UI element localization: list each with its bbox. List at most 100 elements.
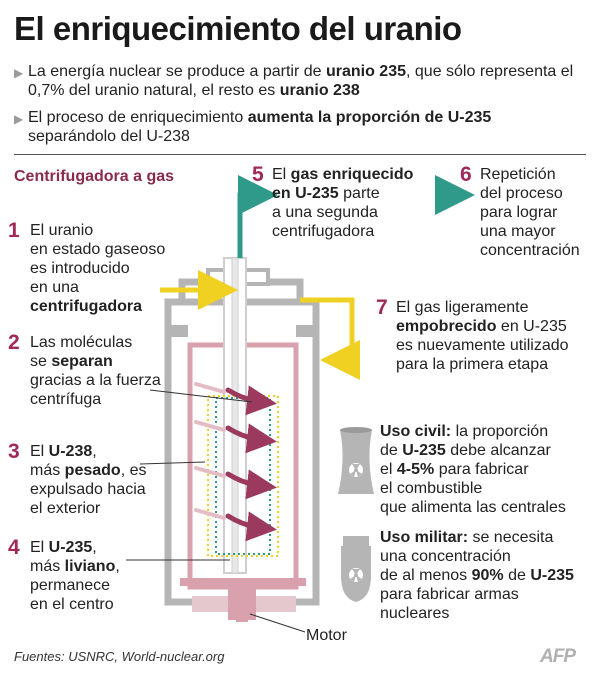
text: El: [30, 539, 49, 556]
intro-bullet-1-text: La energía nuclear se produce a partir d…: [28, 62, 576, 100]
text: una mayor: [480, 223, 556, 240]
text: en U-235: [496, 318, 567, 335]
text-line: es nuevamente utilizado: [396, 336, 569, 355]
step-6: 6 Repetición del proceso para lograr una ma…: [460, 164, 580, 260]
text: El uranio: [30, 222, 94, 239]
text: de: [503, 567, 531, 584]
text: El: [30, 443, 49, 460]
step-3-text: El U-238, más pesado, es expulsado hacia el…: [30, 442, 146, 518]
text: de al menos: [380, 567, 472, 584]
text: es introducido: [30, 260, 130, 277]
text-line: El gas ligeramente: [396, 298, 569, 317]
bold-text: pesado: [64, 462, 121, 479]
text-line: El U-235,: [30, 538, 120, 557]
text: para fabricar: [434, 461, 529, 478]
bold-text: U-235: [402, 442, 446, 459]
sources-footer: Fuentes: USNRC, World-nuclear.org: [14, 649, 225, 664]
text: ,: [92, 443, 97, 460]
text: , que sólo representa el 0,7% del uranio…: [28, 63, 574, 99]
bold-text: 90%: [471, 567, 504, 584]
text-line: más pesado, es: [30, 461, 146, 480]
text-line: el exterior: [30, 499, 146, 518]
text-line: en estado gaseoso: [30, 240, 165, 259]
text-line: Uso civil: la proporción: [380, 422, 566, 441]
text: para la primera etapa: [396, 356, 549, 373]
afp-logo: AFP: [540, 646, 576, 667]
text-line: centrífuga: [30, 390, 161, 409]
text-line: para la primera etapa: [396, 355, 569, 374]
text: más: [30, 558, 65, 575]
text: en estado gaseoso: [30, 241, 166, 258]
bold-text: separan: [51, 353, 113, 370]
motor-label: Motor: [306, 627, 347, 644]
text-line: se separan: [30, 352, 161, 371]
text-line: que alimenta las centrales: [380, 498, 566, 517]
text: expulsado hacia: [30, 481, 146, 498]
step-3-number: 3: [8, 440, 20, 463]
bold-text: gas enriquecido: [290, 166, 414, 183]
text-line: centrifugadora: [272, 222, 413, 241]
step-5-text: El gas enriquecido en U-235 parte a una se…: [272, 165, 413, 241]
step-2-text: Las moléculas se separan gracias a la fuer…: [30, 333, 161, 409]
text-line: del proceso: [480, 184, 580, 203]
text: a una segunda: [272, 204, 378, 221]
leader-step-3: [139, 461, 206, 465]
step-1-number: 1: [8, 219, 20, 242]
text: separándolo del U-238: [28, 128, 190, 145]
text: centrífuga: [30, 391, 102, 408]
text: en el centro: [30, 596, 114, 613]
text: para fabricar armas: [380, 586, 519, 603]
nuclear-bomb-icon: [341, 536, 371, 602]
text-line: el 4-5% para fabricar: [380, 460, 566, 479]
motor: [192, 588, 306, 633]
text-line: gracias a la fuerza: [30, 371, 161, 390]
text-line: a una segunda: [272, 203, 413, 222]
text-line: en una: [30, 278, 165, 297]
swirl-shades: [194, 382, 226, 520]
page-title: El enriquecimiento del uranio: [14, 10, 462, 47]
intro-bullet-1: ▶ La energía nuclear se produce a partir …: [14, 62, 584, 100]
step-7-text: El gas ligeramente empobrecido en U-235 es…: [396, 298, 569, 374]
bold-text: 4-5%: [396, 461, 435, 478]
text: para lograr: [480, 204, 558, 221]
text-line: expulsado hacia: [30, 480, 146, 499]
section-title: Centrifugadora a gas: [14, 168, 175, 185]
leader-step-2: [149, 389, 253, 403]
text: es nuevamente utilizado: [396, 337, 569, 354]
text-line: una concentración: [380, 547, 574, 566]
bold-text: Uso militar:: [380, 529, 469, 546]
text: gracias a la fuerza: [30, 372, 161, 389]
step-4-text: El U-235, más liviano, permanece en el cent…: [30, 538, 120, 614]
bold-text: U-238: [48, 443, 93, 460]
text: que alimenta las centrales: [380, 499, 566, 516]
text-line: Repetición: [480, 165, 580, 184]
text-line: Las moléculas: [30, 333, 161, 352]
text: el combustible: [380, 480, 483, 497]
text: ,: [115, 558, 120, 575]
text-line: para lograr: [480, 203, 580, 222]
civil-use-text: Uso civil: la proporción de U-235 debe al…: [380, 422, 566, 517]
step-1: 1 El uranio en estado gaseoso es introduci…: [8, 220, 165, 316]
text-line: más liviano,: [30, 557, 120, 576]
central-tubes: [223, 257, 247, 574]
intro-bullet-2: ▶ El proceso de enriquecimiento aumenta l…: [14, 108, 584, 146]
text: una concentración: [380, 548, 511, 565]
text: nucleares: [380, 605, 450, 622]
text-line: en el centro: [30, 595, 120, 614]
text: de: [380, 442, 403, 459]
step-6-text: Repetición del proceso para lograr una mayo…: [480, 165, 580, 260]
bold-text: aumenta la proporción de U-235: [247, 109, 492, 126]
text-line: de al menos 90% de U-235: [380, 566, 574, 585]
text-line: empobrecido en U-235: [396, 317, 569, 336]
enriched-outlet-arrow: [237, 175, 278, 258]
text-line: permanece: [30, 576, 120, 595]
bold-text: en U-235: [272, 185, 339, 202]
step-6-number: 6: [460, 163, 472, 186]
text-line: Uso militar: se necesita: [380, 528, 574, 547]
text: concentración: [480, 242, 580, 259]
text: en una: [30, 279, 79, 296]
text-line: El gas enriquecido: [272, 165, 413, 184]
text: El: [272, 166, 291, 183]
bold-text: U-235: [530, 567, 574, 584]
